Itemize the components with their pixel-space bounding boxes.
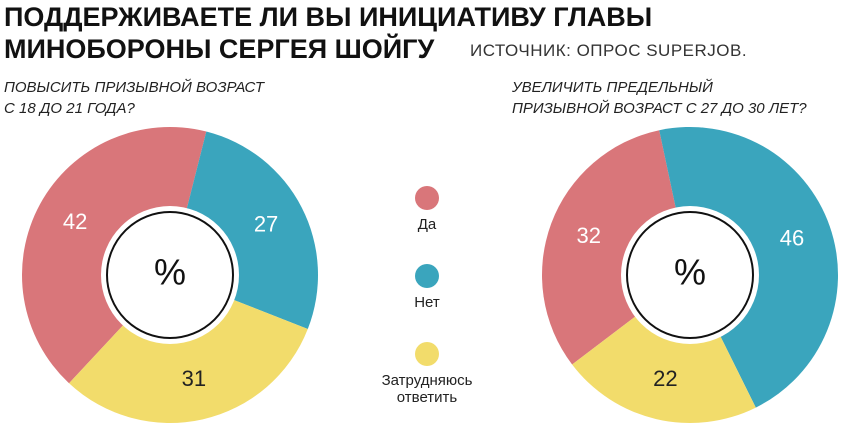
value-label: 22: [653, 366, 677, 391]
donut-hole: [106, 211, 234, 339]
center-label: %: [154, 252, 186, 293]
subtitle: УВЕЛИЧИТЬ ПРЕДЕЛЬНЫЙ: [511, 78, 713, 96]
value-label: 46: [780, 225, 804, 250]
center-label: %: [674, 252, 706, 293]
donut-slice: [542, 130, 690, 365]
subtitle: С 18 ДО 21 ГОДА?: [4, 100, 135, 117]
donut-hole: [626, 211, 754, 339]
value-label: 31: [182, 366, 206, 391]
donut-slice: [69, 275, 308, 424]
legend-swatch: [415, 186, 439, 210]
legend-label: Да: [417, 216, 437, 233]
source: ИСТОЧНИК: ОПРОС SUPERJOB.: [470, 41, 747, 60]
legend-swatch: [415, 264, 439, 288]
value-label: 27: [254, 211, 278, 236]
value-label: 32: [577, 223, 601, 248]
subtitle: ПРИЗЫВНОЙ ВОЗРАСТ С 27 ДО 30 ЛЕТ?: [512, 99, 807, 117]
title-line: ПОДДЕРЖИВАЕТЕ ЛИ ВЫ ИНИЦИАТИВУ ГЛАВЫ: [4, 2, 652, 32]
legend-label: Нет: [414, 294, 440, 311]
value-label: 42: [63, 209, 87, 234]
donut-slice: [572, 275, 756, 423]
subtitle: ПОВЫСИТЬ ПРИЗЫВНОЙ ВОЗРАСТ: [4, 78, 266, 96]
legend-label: Затрудняюсь ответить: [381, 372, 473, 406]
legend-swatch: [415, 342, 439, 366]
title-line: МИНОБОРОНЫ СЕРГЕЯ ШОЙГУ: [4, 33, 435, 64]
